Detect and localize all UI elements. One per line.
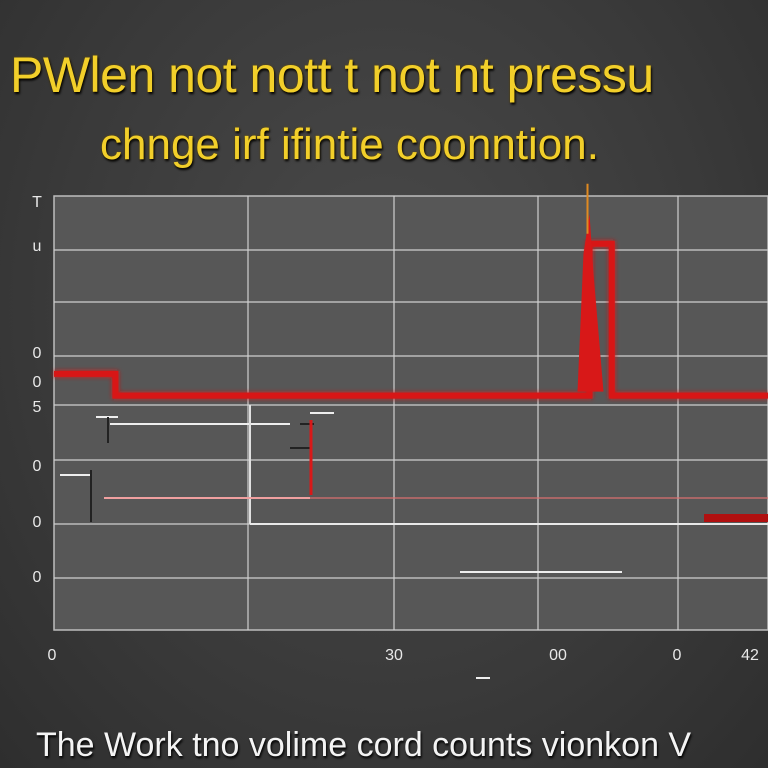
red-bar-marker (704, 514, 768, 522)
y-axis-ticks: Tu 0 0 5 0 0 0 (32, 194, 42, 586)
y-tick-label: 0 (33, 569, 42, 586)
y-tick-label: u (33, 238, 42, 255)
y-tick-label: 0 (33, 345, 42, 362)
plot-area (53, 195, 768, 631)
series-group (54, 183, 768, 399)
chart-caption: The Work tno volime cord counts vionkon … (36, 726, 692, 764)
x-axis-ticks: 0 30 00 0 42 (48, 647, 759, 664)
y-tick-label: 0 (33, 458, 42, 475)
x-tick-label: 0 (48, 647, 57, 664)
x-tick-label: 0 (673, 647, 682, 664)
y-tick-label: 0 (33, 514, 42, 531)
y-tick-label: 5 (33, 399, 42, 416)
series-spike-0 (577, 213, 604, 392)
grid-lines (54, 196, 768, 630)
x-tick-label: 00 (549, 647, 567, 664)
x-tick-label: 42 (741, 647, 759, 664)
x-tick-label: 30 (385, 647, 403, 664)
y-tick-label: T (32, 194, 42, 211)
chart-title-line-2: chnge irf ifintie coonntion. (100, 120, 599, 169)
chart-title-line-1: PWlen not nott t not nt pressu (10, 47, 654, 103)
y-tick-label: 0 (33, 374, 42, 391)
